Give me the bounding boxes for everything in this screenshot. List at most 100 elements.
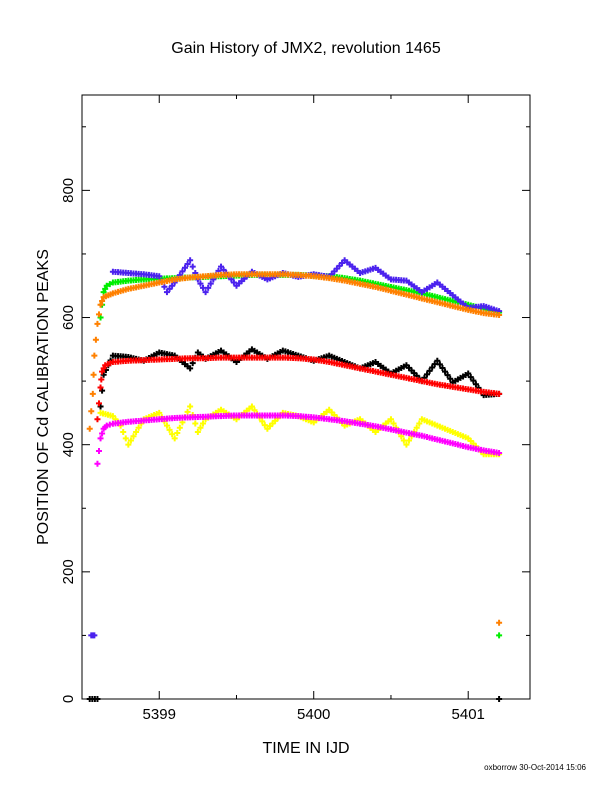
data-point-interp: [95, 400, 102, 407]
series-3: [94, 354, 503, 423]
data-point-interp: [163, 422, 170, 429]
data-point-interp: [429, 364, 436, 371]
data-point: [97, 435, 104, 442]
data-point: [97, 301, 104, 308]
data-point: [496, 449, 503, 456]
data-point: [94, 416, 101, 423]
data-point-interp: [166, 285, 173, 292]
data-point: [434, 357, 441, 364]
data-point-interp: [99, 387, 106, 394]
y-axis-label: POSITION OF Cd CALIBRATION PEAKS: [35, 249, 52, 545]
data-point-interp: [102, 285, 109, 292]
data-point-interp: [174, 430, 181, 437]
data-point: [496, 311, 503, 318]
data-point: [187, 257, 194, 264]
data-point-interp: [120, 428, 127, 435]
data-point-interp: [169, 282, 176, 289]
data-point: [187, 403, 194, 410]
data-point: [94, 320, 101, 327]
data-point: [218, 263, 225, 270]
data-point-interp: [176, 424, 183, 431]
data-point-interp: [133, 428, 140, 435]
data-point-interp: [390, 420, 397, 427]
y-tick-label: 400: [60, 432, 77, 457]
data-point-interp: [400, 437, 407, 444]
data-point-interp: [99, 430, 106, 437]
data-point-interp: [200, 420, 207, 427]
data-point-interp: [447, 375, 454, 382]
data-point-interp: [413, 424, 420, 431]
data-point: [156, 409, 163, 416]
data-point-interp: [88, 408, 95, 415]
series-1: [88, 257, 503, 639]
data-point-interp: [470, 377, 477, 384]
data-point-interp: [436, 361, 443, 368]
data-point-interp: [95, 311, 102, 318]
data-point-interp: [426, 367, 433, 374]
plot-frame: [81, 94, 531, 700]
data-point: [97, 403, 104, 410]
data-point: [496, 696, 503, 702]
y-tick-label: 200: [60, 559, 77, 584]
data-point-interp: [184, 261, 191, 268]
series-5: [94, 412, 503, 467]
data-point: [171, 435, 178, 442]
data-point-interp: [100, 365, 107, 372]
data-point-interp: [99, 297, 106, 304]
data-point: [496, 619, 503, 626]
data-point-interp: [95, 448, 102, 455]
data-point-interp: [261, 422, 268, 429]
data-point: [163, 289, 170, 296]
data-point-interp: [251, 407, 258, 414]
data-point-interp: [197, 280, 204, 287]
data-point: [89, 390, 96, 397]
data-point-interp: [444, 372, 451, 379]
data-point: [100, 371, 107, 378]
data-point-interp: [207, 280, 214, 287]
data-point-interp: [184, 408, 191, 415]
data-point-interp: [106, 281, 113, 288]
data-point-interp: [472, 381, 479, 388]
data-point-interp: [431, 361, 438, 368]
data-point-interp: [416, 420, 423, 427]
data-point: [100, 289, 107, 296]
data-point: [94, 460, 101, 467]
data-point: [202, 289, 209, 296]
data-point-interp: [181, 264, 188, 271]
data-point-interp: [205, 284, 212, 291]
data-point: [125, 441, 132, 448]
x-axis-label: TIME IN IJD: [262, 740, 349, 757]
x-tick-label: 5399: [143, 706, 176, 723]
axes: 0 200 400 600 800 5399 5400 5401: [60, 95, 530, 723]
data-point-interp: [192, 420, 199, 427]
data-point: [91, 632, 98, 639]
data-point-interp: [230, 279, 237, 286]
data-point: [496, 390, 503, 397]
data-point-interp: [92, 336, 99, 343]
data-point: [94, 696, 101, 702]
data-point: [156, 273, 163, 280]
data-point-interp: [130, 433, 137, 440]
data-point-interp: [90, 371, 97, 378]
data-point: [187, 365, 194, 372]
series-2: [86, 346, 503, 702]
data-point-interp: [442, 368, 449, 375]
data-point-interp: [197, 424, 204, 431]
data-point: [99, 368, 106, 375]
data-point-interp: [98, 376, 105, 383]
data-point-interp: [439, 364, 446, 371]
data-point: [496, 632, 503, 639]
x-tick-label: 5401: [452, 706, 485, 723]
y-tick-label: 800: [60, 178, 77, 203]
footer-credit: oxborrow 30-Oct-2014 15:06: [484, 763, 586, 772]
data-point-interp: [179, 268, 186, 275]
data-point: [109, 413, 116, 420]
y-tick-label: 0: [60, 695, 77, 703]
data-point: [387, 416, 394, 423]
data-point: [103, 282, 110, 289]
chart-title: Gain History of JMX2, revolution 1465: [171, 40, 441, 57]
data-point-interp: [127, 437, 134, 444]
data-point: [403, 441, 410, 448]
x-tick-label: 5400: [297, 706, 330, 723]
